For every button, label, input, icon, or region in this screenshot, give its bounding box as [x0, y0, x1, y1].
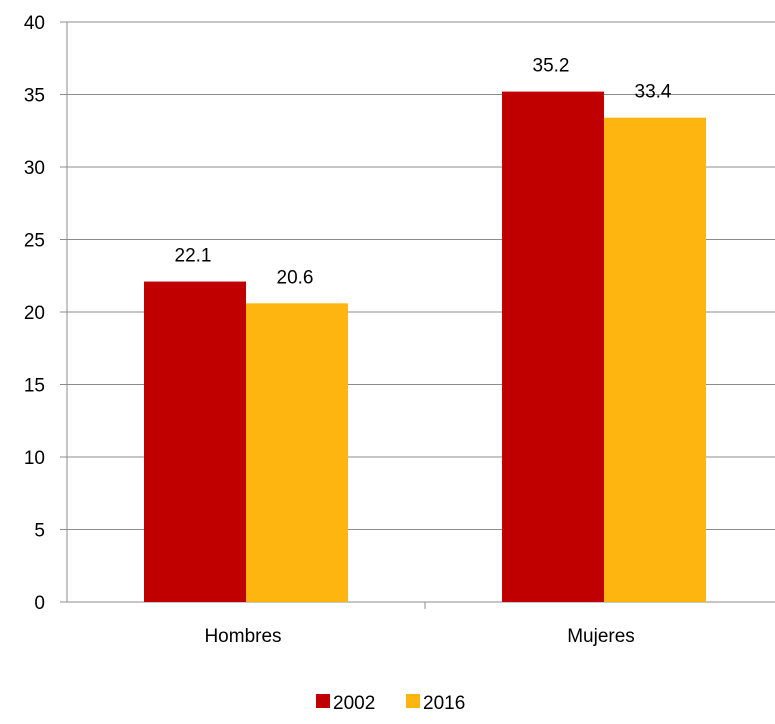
legend-label: 2002	[333, 693, 375, 714]
bar-hombres-2016	[246, 303, 348, 602]
y-tick-label: 35	[24, 86, 45, 107]
data-label: 22.1	[175, 246, 212, 267]
y-tick-label: 20	[24, 303, 45, 324]
x-tick-label: Hombres	[204, 626, 281, 647]
bar-mujeres-2016	[604, 117, 706, 602]
bars	[144, 91, 706, 602]
y-tick-label: 40	[24, 13, 45, 34]
bar-mujeres-2002	[502, 91, 604, 602]
x-tick-label: Mujeres	[567, 626, 635, 647]
y-tick-label: 15	[24, 376, 45, 397]
legend-swatch-2016	[406, 694, 420, 708]
data-label: 20.6	[277, 267, 314, 288]
bar-hombres-2002	[144, 281, 246, 602]
y-tick-label: 25	[24, 231, 45, 252]
legend-label: 2016	[423, 693, 465, 714]
data-label: 33.4	[635, 82, 672, 103]
y-tick-label: 5	[34, 521, 45, 542]
data-labels: 22.1 20.6 35.2 33.4	[175, 56, 672, 289]
data-label: 35.2	[533, 56, 570, 77]
legend-swatch-2002	[316, 694, 330, 708]
legend: 2002 2016	[316, 693, 465, 714]
y-tick-label: 0	[34, 593, 45, 614]
y-tick-label: 30	[24, 158, 45, 179]
y-tick-label: 10	[24, 448, 45, 469]
